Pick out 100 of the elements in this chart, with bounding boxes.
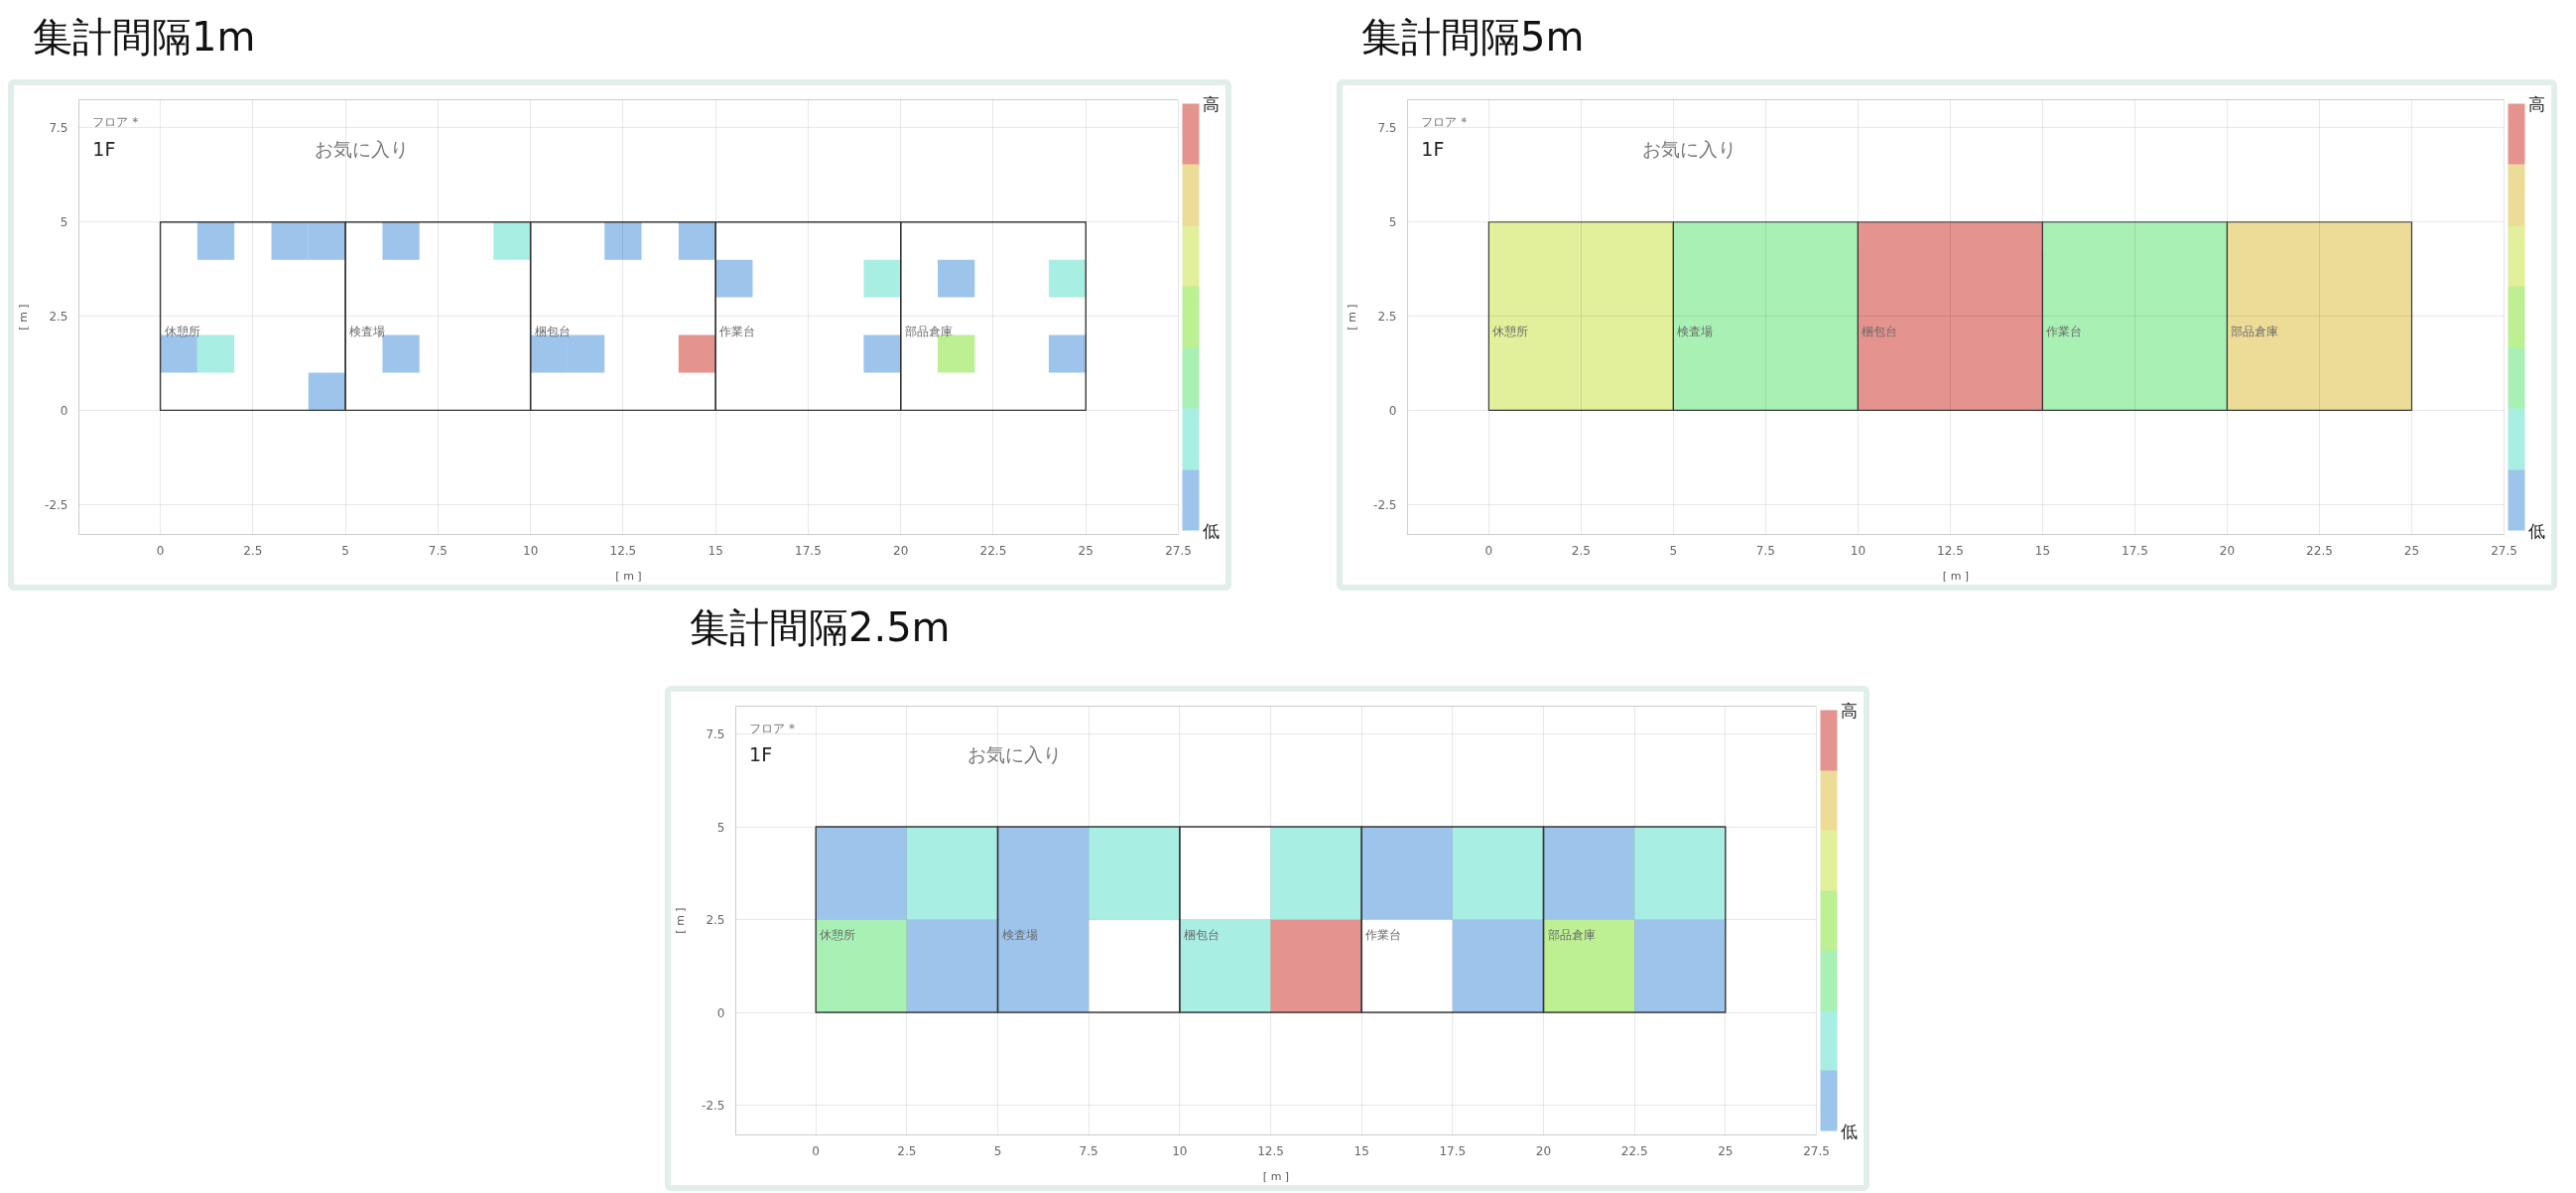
bar <box>1048 259 1087 298</box>
series-label: 梱包台 <box>1183 927 1220 942</box>
x-tick-label: 25 <box>2403 543 2420 558</box>
y-tick-label: 2.5 <box>706 913 725 928</box>
x-axis-title: [ m ] <box>1262 1169 1290 1183</box>
series-label: 梱包台 <box>534 324 571 338</box>
series-label: 作業台 <box>2045 324 2083 338</box>
bar <box>678 334 716 373</box>
x-tick-label: 0 <box>1484 543 1493 558</box>
x-tick-label: 27.5 <box>1165 543 1192 558</box>
x-tick-label: 20 <box>893 543 909 558</box>
x-tick-label: 20 <box>2219 543 2236 558</box>
bar <box>604 221 642 260</box>
x-tick-label: 10 <box>1850 543 1867 558</box>
x-tick-label: 25 <box>1078 543 1094 558</box>
series-label: 検査場 <box>1677 324 1714 338</box>
bar <box>715 259 753 298</box>
chart-title: 集計間隔1m <box>33 13 256 62</box>
x-tick-label: 17.5 <box>795 543 822 558</box>
x-tick-label: 15 <box>708 543 723 558</box>
y-tick-label: 5 <box>1388 215 1397 230</box>
x-tick-label: 7.5 <box>428 543 448 558</box>
series-label: 作業台 <box>1364 927 1402 942</box>
annotation: フロア * <box>92 115 139 130</box>
bar <box>938 259 975 298</box>
x-tick-label: 25 <box>1718 1143 1734 1158</box>
x-tick-label: 20 <box>1535 1143 1552 1158</box>
x-tick-label: 15 <box>1353 1143 1369 1158</box>
series-label: 休憩所 <box>164 324 200 338</box>
x-tick-label: 5 <box>1669 543 1678 558</box>
x-tick-label: 2.5 <box>243 543 263 558</box>
x-tick-label: 7.5 <box>1755 543 1775 558</box>
x-tick-label: 7.5 <box>1079 1143 1098 1158</box>
x-tick-label: 15 <box>2034 543 2051 558</box>
x-tick-label: 22.5 <box>2306 543 2333 558</box>
series-label: 部品倉庫 <box>2231 324 2279 338</box>
series-label: 部品倉庫 <box>904 324 953 338</box>
x-axis-title: [ m ] <box>615 569 642 583</box>
y-tick-label: 7.5 <box>1377 121 1397 136</box>
color-bar-label: 低 <box>1840 1121 1858 1141</box>
y-tick-label: 2.5 <box>1377 310 1397 325</box>
x-tick-label: 10 <box>1172 1143 1188 1158</box>
series-label: 検査場 <box>1001 927 1038 942</box>
chart-title: 集計間隔5m <box>1361 13 1585 62</box>
color-bar-label: 高 <box>2527 93 2545 114</box>
annotation: 1F <box>1421 137 1445 160</box>
annotation: 1F <box>749 743 773 766</box>
x-tick-label: 5 <box>993 1143 1002 1158</box>
x-tick-label: 12.5 <box>1257 1143 1284 1158</box>
x-tick-label: 0 <box>812 1143 820 1158</box>
y-tick-label: 0 <box>716 1005 725 1020</box>
series-label: 検査場 <box>349 324 386 338</box>
y-tick-label: 2.5 <box>49 310 68 325</box>
bar <box>493 221 531 260</box>
bar <box>678 221 716 260</box>
y-tick-label: 0 <box>1388 403 1397 418</box>
series-label: 休憩所 <box>1492 324 1529 338</box>
color-bar-label: 低 <box>2527 520 2545 541</box>
series-label: 部品倉庫 <box>1547 927 1596 942</box>
bar <box>863 334 901 373</box>
y-tick-label: 7.5 <box>49 121 68 136</box>
annotation: フロア * <box>1421 115 1468 130</box>
x-tick-label: 22.5 <box>1620 1143 1648 1158</box>
x-axis-title: [ m ] <box>1942 569 1970 583</box>
bar <box>1048 334 1087 373</box>
y-tick-label: 0 <box>60 403 68 418</box>
chart-title: 集計間隔2.5m <box>690 603 951 652</box>
x-tick-label: 2.5 <box>897 1143 917 1158</box>
x-tick-label: 12.5 <box>609 543 637 558</box>
annotation: 1F <box>92 137 116 160</box>
annotation: お気に入り <box>966 743 1062 766</box>
x-tick-label: 10 <box>523 543 539 558</box>
x-tick-label: 17.5 <box>1439 1143 1467 1158</box>
y-tick-label: -2.5 <box>702 1099 725 1114</box>
annotation: フロア * <box>749 721 795 735</box>
x-tick-label: 12.5 <box>1937 543 1964 558</box>
y-axis-title: [ m ] <box>17 304 31 331</box>
x-tick-label: 5 <box>341 543 349 558</box>
bar <box>863 259 901 298</box>
x-tick-label: 22.5 <box>979 543 1007 558</box>
annotation: お気に入り <box>314 137 409 160</box>
series-label: 梱包台 <box>1862 324 1898 338</box>
x-tick-label: 27.5 <box>2491 543 2517 558</box>
series-label: 作業台 <box>718 324 756 338</box>
y-tick-label: 5 <box>60 215 68 230</box>
annotation: お気に入り <box>1641 137 1737 160</box>
bar <box>196 221 235 260</box>
y-tick-label: -2.5 <box>1373 497 1397 512</box>
y-tick-label: 7.5 <box>706 728 725 742</box>
color-bar-label: 高 <box>1840 700 1858 721</box>
series-label: 休憩所 <box>820 927 856 942</box>
y-tick-label: 5 <box>716 820 725 835</box>
x-tick-label: 17.5 <box>2122 543 2148 558</box>
x-tick-label: 27.5 <box>1803 1143 1830 1158</box>
bar <box>308 372 346 411</box>
bar <box>382 221 420 260</box>
y-axis-title: [ m ] <box>1346 304 1359 331</box>
y-tick-label: -2.5 <box>45 497 68 512</box>
color-bar-label: 高 <box>1202 93 1220 114</box>
y-axis-title: [ m ] <box>674 907 688 934</box>
